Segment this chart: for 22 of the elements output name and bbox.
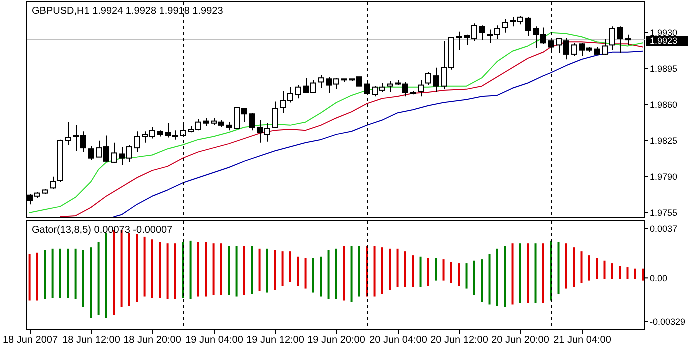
y-tick-label: 1.9755	[650, 208, 678, 218]
chart-title: GBPUSD,H1 1.9924 1.9928 1.9918 1.9923	[32, 6, 224, 17]
x-tick-label: 20 Jun 20:00	[492, 335, 550, 346]
chart-title: Gator(13,8,5) 0.00073 -0.00007	[32, 225, 174, 236]
x-tick-label: 19 Jun 12:00	[246, 335, 305, 346]
y-tick-label: 1.9895	[650, 64, 678, 74]
x-tick-label: 19 Jun 20:00	[308, 335, 366, 346]
x-tick-label: 18 Jun 2007	[2, 335, 58, 346]
x-tick-label: 21 Jun 04:00	[554, 335, 612, 346]
y-tick-label: 1.9860	[650, 100, 678, 110]
y-tick-label: 1.9930	[650, 28, 678, 38]
ref-line-label: 1.9923	[650, 36, 678, 46]
y-tick-label: 1.9790	[650, 172, 678, 182]
x-tick-label: 20 Jun 12:00	[430, 335, 489, 346]
x-tick-label: 18 Jun 12:00	[62, 335, 121, 346]
y-tick-label: 0.00	[650, 273, 668, 284]
y-tick-label: 1.9825	[650, 136, 678, 146]
y-tick-label: -0.00329	[650, 317, 686, 328]
x-tick-label: 19 Jun 04:00	[186, 335, 244, 346]
y-tick-label: 0.0037	[650, 224, 678, 234]
x-tick-label: 18 Jun 20:00	[124, 335, 182, 346]
x-tick-label: 20 Jun 04:00	[370, 335, 428, 346]
